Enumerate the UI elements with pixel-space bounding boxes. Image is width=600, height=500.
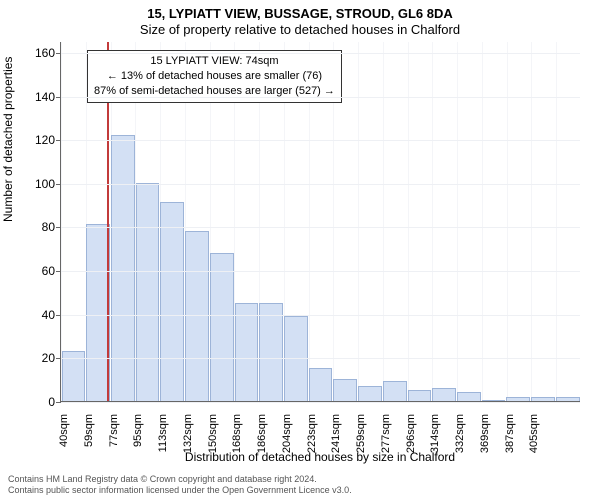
gridline-h bbox=[61, 402, 580, 403]
plot-area: 15 LYPIATT VIEW: 74sqm ← 13% of detached… bbox=[60, 42, 580, 402]
xtick-label: 405sqm bbox=[528, 414, 540, 453]
xtick-label: 113sqm bbox=[157, 414, 169, 452]
ytick-label: 120 bbox=[15, 133, 55, 147]
gridline-h bbox=[61, 53, 580, 54]
gridline-h bbox=[61, 184, 580, 185]
gridline-h bbox=[61, 227, 580, 228]
histogram-bar bbox=[309, 368, 333, 401]
histogram-bar bbox=[259, 303, 283, 401]
x-axis-label: Distribution of detached houses by size … bbox=[60, 450, 580, 464]
ytick-mark bbox=[56, 140, 61, 141]
histogram-bar bbox=[235, 303, 259, 401]
ytick-label: 100 bbox=[15, 177, 55, 191]
ytick-mark bbox=[56, 53, 61, 54]
xtick-label: 223sqm bbox=[306, 414, 318, 453]
histogram-bar bbox=[136, 183, 160, 401]
histogram-bar bbox=[111, 135, 135, 401]
xtick-label: 59sqm bbox=[83, 414, 95, 447]
ytick-label: 160 bbox=[15, 46, 55, 60]
histogram-bar bbox=[457, 392, 481, 401]
ytick-mark bbox=[56, 184, 61, 185]
histogram-bar bbox=[185, 231, 209, 401]
histogram-bar bbox=[482, 400, 506, 401]
ytick-mark bbox=[56, 315, 61, 316]
attribution-footer: Contains HM Land Registry data © Crown c… bbox=[8, 474, 352, 496]
histogram-bar bbox=[408, 390, 432, 401]
xtick-label: 369sqm bbox=[479, 414, 491, 453]
ytick-label: 20 bbox=[15, 351, 55, 365]
histogram-bar bbox=[506, 397, 530, 401]
footer-line1: Contains HM Land Registry data © Crown c… bbox=[8, 474, 352, 485]
footer-line2: Contains public sector information licen… bbox=[8, 485, 352, 496]
gridline-h bbox=[61, 140, 580, 141]
xtick-label: 77sqm bbox=[108, 414, 120, 447]
callout-property: 15 LYPIATT VIEW: 74sqm bbox=[94, 54, 335, 69]
histogram-bar bbox=[333, 379, 357, 401]
ytick-mark bbox=[56, 271, 61, 272]
xtick-label: 40sqm bbox=[58, 414, 70, 447]
gridline-h bbox=[61, 97, 580, 98]
y-axis-label: Number of detached properties bbox=[1, 57, 15, 222]
histogram-bar bbox=[432, 388, 456, 401]
xtick-label: 277sqm bbox=[380, 414, 392, 453]
histogram-bar bbox=[383, 381, 407, 401]
xtick-label: 95sqm bbox=[132, 414, 144, 447]
gridline-h bbox=[61, 315, 580, 316]
ytick-label: 40 bbox=[15, 308, 55, 322]
xtick-label: 150sqm bbox=[207, 414, 219, 453]
ytick-mark bbox=[56, 358, 61, 359]
callout-smaller: ← 13% of detached houses are smaller (76… bbox=[94, 69, 335, 84]
ytick-mark bbox=[56, 227, 61, 228]
xtick-label: 168sqm bbox=[231, 414, 243, 453]
ytick-label: 60 bbox=[15, 264, 55, 278]
xtick-label: 314sqm bbox=[429, 414, 441, 453]
chart-subtitle: Size of property relative to detached ho… bbox=[0, 22, 600, 37]
xtick-label: 241sqm bbox=[330, 414, 342, 453]
xtick-label: 132sqm bbox=[182, 414, 194, 453]
gridline-h bbox=[61, 271, 580, 272]
ytick-mark bbox=[56, 97, 61, 98]
xtick-label: 387sqm bbox=[504, 414, 516, 453]
ytick-label: 140 bbox=[15, 90, 55, 104]
xtick-label: 332sqm bbox=[454, 414, 466, 453]
histogram-bar bbox=[358, 386, 382, 401]
gridline-h bbox=[61, 358, 580, 359]
ytick-mark bbox=[56, 402, 61, 403]
histogram-bar bbox=[531, 397, 555, 401]
xtick-label: 204sqm bbox=[281, 414, 293, 453]
xtick-label: 186sqm bbox=[256, 414, 268, 453]
xtick-label: 259sqm bbox=[355, 414, 367, 453]
ytick-label: 0 bbox=[15, 395, 55, 409]
histogram-bar bbox=[160, 202, 184, 401]
histogram-bar bbox=[556, 397, 580, 401]
property-callout-box: 15 LYPIATT VIEW: 74sqm ← 13% of detached… bbox=[87, 50, 342, 103]
chart-title-address: 15, LYPIATT VIEW, BUSSAGE, STROUD, GL6 8… bbox=[0, 6, 600, 21]
xtick-label: 296sqm bbox=[405, 414, 417, 453]
ytick-label: 80 bbox=[15, 220, 55, 234]
histogram-bar bbox=[210, 253, 234, 401]
